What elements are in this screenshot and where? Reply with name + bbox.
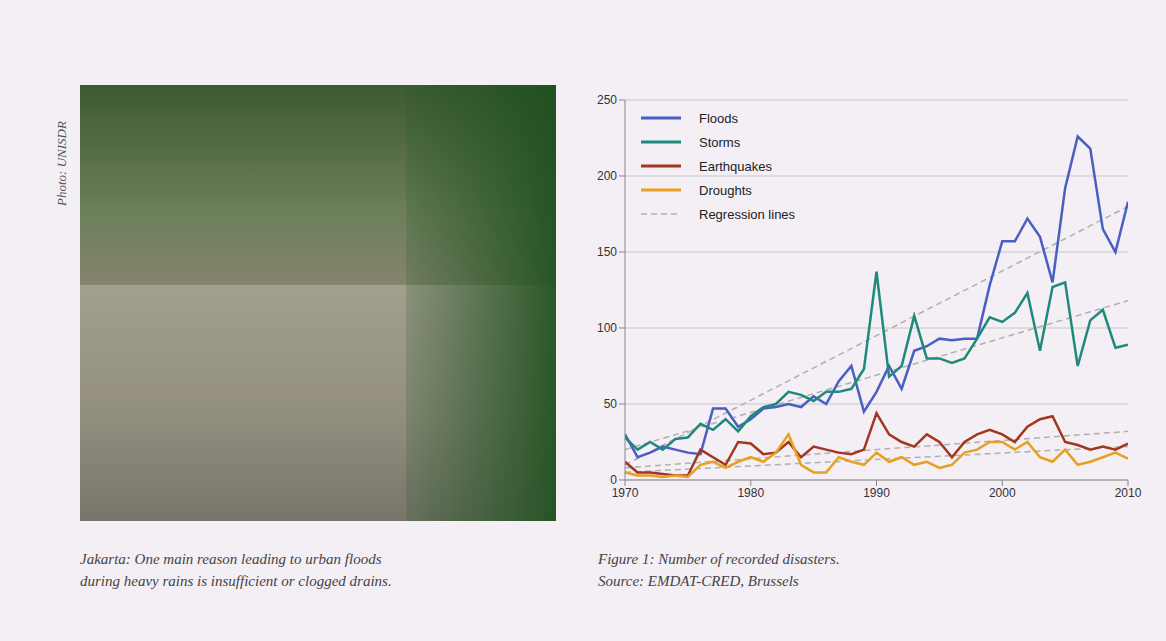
- svg-text:2010: 2010: [1115, 486, 1142, 500]
- html-text:Earthquakes: Earthquakes: [699, 158, 772, 174]
- svg-text:50: 50: [604, 397, 618, 411]
- svg-text:2000: 2000: [989, 486, 1016, 500]
- svg-text:150: 150: [597, 245, 617, 259]
- html-text:during heavy rains is insuffic: during heavy rains is insufficient or cl…: [80, 573, 392, 589]
- svg-text:0: 0: [610, 473, 617, 487]
- html-text:Jakarta: One main reason leadi: Jakarta: One main reason leading to urba…: [80, 551, 382, 567]
- svg-text:1970: 1970: [612, 486, 639, 500]
- svg-text:250: 250: [597, 93, 617, 107]
- svg-text:100: 100: [597, 321, 617, 335]
- html-text:Regression lines: Regression lines: [699, 206, 796, 222]
- html-text:Droughts: Droughts: [699, 182, 752, 198]
- svg-text:1980: 1980: [737, 486, 764, 500]
- html-text:Photo: UNISDR: Photo: UNISDR: [54, 121, 69, 206]
- html-text:Storms: Storms: [699, 134, 741, 150]
- html-text:Source: EMDAT-CRED, Brussels: Source: EMDAT-CRED, Brussels: [598, 573, 799, 589]
- svg-text:200: 200: [597, 169, 617, 183]
- html-text:Figure 1: Number of recorded d: Figure 1: Number of recorded disasters.: [598, 551, 840, 567]
- html-text:Floods: Floods: [699, 110, 738, 126]
- svg-text:1990: 1990: [863, 486, 890, 500]
